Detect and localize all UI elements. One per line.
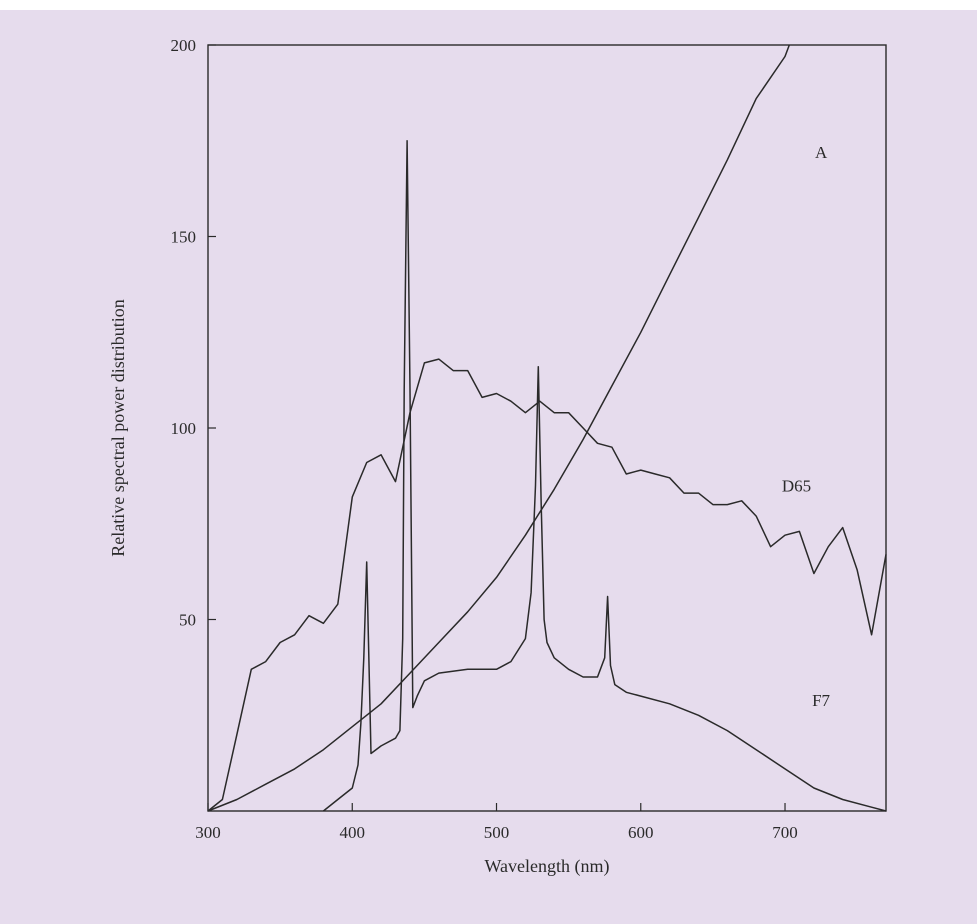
series-layer — [207, 44, 887, 812]
y-tick-label: 200 — [171, 36, 197, 55]
annotation-layer: A D65 F7 — [782, 143, 831, 710]
paper-background — [0, 10, 977, 924]
plot-frame — [207, 44, 887, 812]
y-ticks: 50 100 150 200 — [171, 36, 216, 630]
x-axis-title: Wavelength (nm) — [484, 856, 609, 877]
x-tick-label: 500 — [484, 823, 510, 842]
x-tick-label: 600 — [628, 823, 654, 842]
curve-label: A — [815, 143, 828, 162]
series-line-d65 — [207, 358, 887, 812]
y-tick-label: 100 — [171, 419, 197, 438]
x-tick-label: 400 — [340, 823, 366, 842]
y-tick-label: 150 — [171, 228, 197, 247]
x-tick-label: 300 — [195, 823, 221, 842]
curve-label: F7 — [812, 691, 830, 710]
x-tick-label: 700 — [772, 823, 798, 842]
series-line-a — [207, 44, 791, 812]
y-axis-title: Relative spectral power distribution — [108, 299, 128, 556]
y-tick-label: 50 — [179, 611, 196, 630]
curve-label: D65 — [782, 476, 811, 495]
series-line-f7 — [322, 140, 887, 812]
x-ticks: 300 400 500 600 700 — [195, 803, 798, 842]
